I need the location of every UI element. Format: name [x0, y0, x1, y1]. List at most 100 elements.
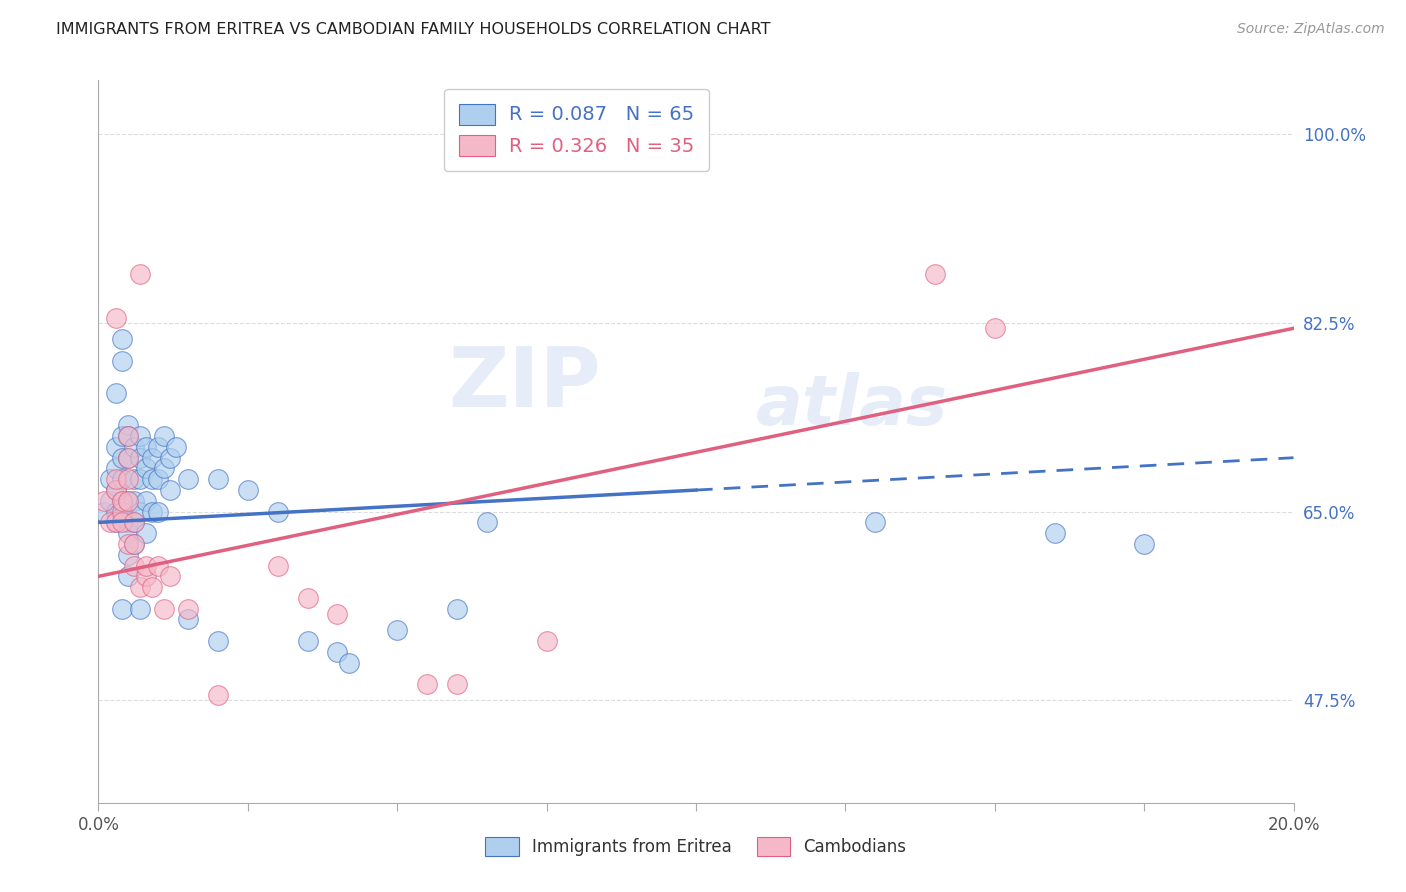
Text: ZIP: ZIP	[449, 343, 600, 425]
Point	[141, 450, 163, 465]
Point	[129, 601, 152, 615]
Point	[105, 310, 128, 325]
Point	[326, 607, 349, 621]
Point	[93, 505, 115, 519]
Point	[129, 429, 152, 443]
Point	[339, 656, 361, 670]
Point	[1043, 526, 1066, 541]
Point	[536, 634, 558, 648]
Point	[129, 580, 152, 594]
Point	[98, 472, 122, 486]
Point	[924, 268, 946, 282]
Point	[446, 601, 468, 615]
Text: atlas: atlas	[756, 372, 948, 439]
Point	[148, 472, 170, 486]
Point	[1133, 537, 1156, 551]
Legend: Immigrants from Eritrea, Cambodians: Immigrants from Eritrea, Cambodians	[479, 830, 912, 863]
Point	[117, 429, 139, 443]
Point	[124, 516, 146, 530]
Point	[984, 321, 1007, 335]
Point	[207, 472, 229, 486]
Point	[111, 450, 134, 465]
Point	[117, 429, 139, 443]
Point	[297, 591, 319, 605]
Point	[177, 612, 200, 626]
Point	[117, 418, 139, 433]
Point	[124, 440, 146, 454]
Point	[159, 483, 181, 497]
Point	[207, 634, 229, 648]
Point	[111, 505, 134, 519]
Point	[93, 493, 115, 508]
Text: IMMIGRANTS FROM ERITREA VS CAMBODIAN FAMILY HOUSEHOLDS CORRELATION CHART: IMMIGRANTS FROM ERITREA VS CAMBODIAN FAM…	[56, 22, 770, 37]
Point	[385, 624, 409, 638]
Point	[105, 461, 128, 475]
Point	[98, 516, 122, 530]
Point	[135, 440, 157, 454]
Point	[111, 493, 134, 508]
Point	[105, 483, 128, 497]
Point	[129, 505, 152, 519]
Point	[326, 645, 349, 659]
Point	[148, 505, 170, 519]
Point	[148, 440, 170, 454]
Point	[475, 516, 498, 530]
Point	[267, 505, 290, 519]
Point	[117, 537, 139, 551]
Point	[165, 440, 187, 454]
Point	[117, 548, 139, 562]
Point	[117, 569, 139, 583]
Point	[865, 516, 887, 530]
Point	[129, 450, 152, 465]
Point	[124, 493, 146, 508]
Point	[159, 450, 181, 465]
Point	[111, 353, 134, 368]
Point	[98, 493, 122, 508]
Point	[416, 677, 439, 691]
Point	[111, 332, 134, 346]
Point	[177, 472, 200, 486]
Point	[159, 569, 181, 583]
Point	[117, 493, 139, 508]
Point	[117, 450, 139, 465]
Point	[105, 505, 128, 519]
Point	[135, 461, 157, 475]
Point	[111, 510, 134, 524]
Point	[135, 493, 157, 508]
Point	[153, 429, 176, 443]
Point	[105, 516, 128, 530]
Point	[148, 558, 170, 573]
Point	[207, 688, 229, 702]
Point	[124, 537, 146, 551]
Point	[117, 516, 139, 530]
Point	[117, 526, 139, 541]
Text: Source: ZipAtlas.com: Source: ZipAtlas.com	[1237, 22, 1385, 37]
Point	[111, 516, 134, 530]
Point	[129, 268, 152, 282]
Point	[446, 677, 468, 691]
Point	[153, 461, 176, 475]
Point	[111, 493, 134, 508]
Point	[105, 386, 128, 401]
Point	[124, 516, 146, 530]
Point	[117, 450, 139, 465]
Point	[117, 472, 139, 486]
Point	[297, 634, 319, 648]
Point	[135, 526, 157, 541]
Point	[135, 558, 157, 573]
Point	[105, 440, 128, 454]
Point	[124, 558, 146, 573]
Point	[111, 472, 134, 486]
Point	[105, 516, 128, 530]
Point	[141, 472, 163, 486]
Point	[135, 569, 157, 583]
Point	[141, 505, 163, 519]
Point	[267, 558, 290, 573]
Point	[124, 537, 146, 551]
Point	[105, 472, 128, 486]
Point	[177, 601, 200, 615]
Point	[153, 601, 176, 615]
Point	[105, 483, 128, 497]
Point	[236, 483, 259, 497]
Point	[111, 429, 134, 443]
